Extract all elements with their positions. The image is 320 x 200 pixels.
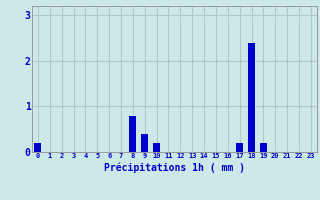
- Bar: [34, 143, 42, 152]
- Bar: [236, 143, 243, 152]
- X-axis label: Précipitations 1h ( mm ): Précipitations 1h ( mm ): [104, 162, 245, 173]
- Bar: [260, 143, 267, 152]
- Bar: [141, 134, 148, 152]
- Bar: [153, 143, 160, 152]
- Bar: [248, 43, 255, 152]
- Bar: [129, 116, 136, 152]
